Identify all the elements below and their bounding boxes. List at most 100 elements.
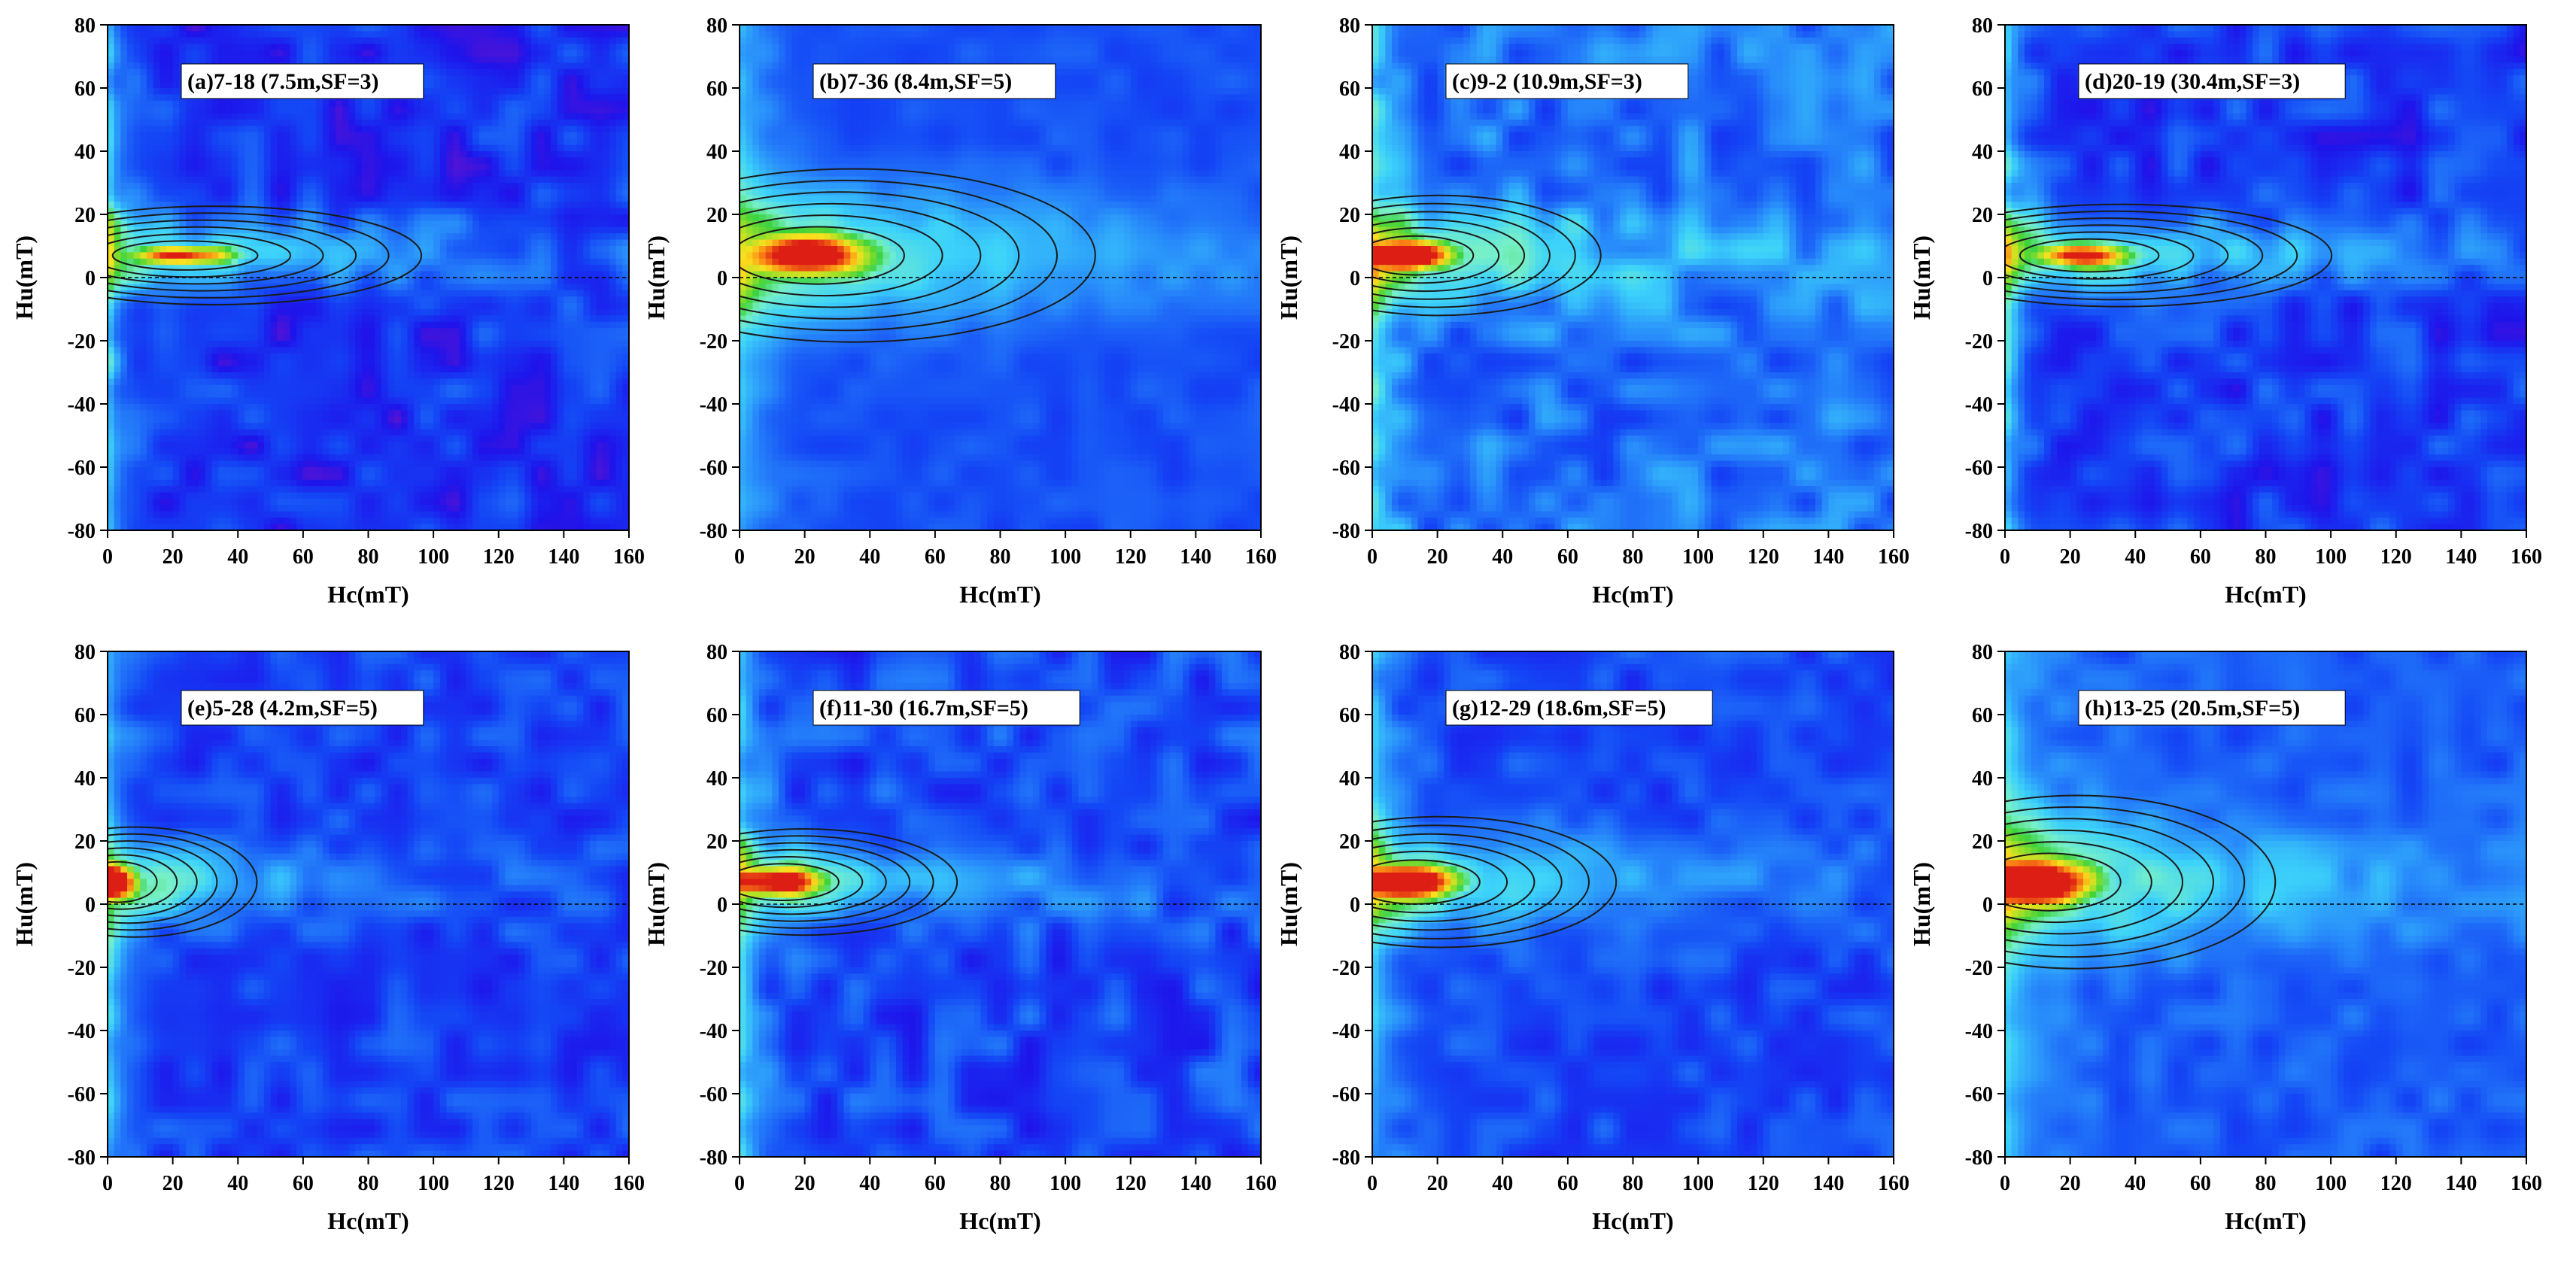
y-tick-label: 0: [717, 267, 728, 290]
x-tick-label: 20: [794, 545, 816, 569]
x-tick-label: 100: [1682, 1172, 1714, 1195]
y-tick-label: -80: [68, 1146, 96, 1170]
y-tick-label: 80: [706, 641, 728, 664]
y-tick-label: 40: [74, 141, 96, 164]
y-axis-label: Hu(mT): [642, 862, 670, 946]
y-tick-label: 0: [717, 894, 728, 917]
panel-label: (h)13-25 (20.5m,SF=5): [2085, 696, 2300, 721]
y-tick-label: 0: [1350, 267, 1360, 290]
y-tick-label: 20: [74, 830, 96, 854]
x-tick-label: 0: [734, 545, 745, 569]
x-tick-label: 80: [990, 545, 1011, 569]
y-tick-label: -40: [68, 393, 96, 417]
x-tick-label: 80: [358, 545, 379, 569]
x-tick-label: 160: [2511, 545, 2542, 569]
forc-contours: [2005, 203, 2333, 308]
y-tick-label: 0: [85, 894, 96, 917]
panel-label-box: [181, 690, 424, 726]
y-tick-label: 80: [74, 641, 96, 664]
x-tick-label: 60: [1557, 545, 1578, 569]
x-tick-label: 160: [1245, 1172, 1277, 1195]
y-tick-label: -40: [700, 1020, 728, 1043]
y-tick-label: 40: [1972, 767, 1993, 791]
x-tick-label: 20: [1427, 1172, 1448, 1195]
x-tick-label: 80: [1623, 1172, 1644, 1195]
y-tick-label: -40: [68, 1020, 96, 1043]
y-tick-label: -80: [1332, 520, 1360, 543]
x-tick-label: 0: [2000, 545, 2010, 569]
y-tick-label: -60: [1965, 1083, 1993, 1106]
y-tick-label: 40: [706, 141, 728, 164]
x-tick-label: 40: [1492, 545, 1513, 569]
forc-contours: [1372, 815, 1618, 949]
x-axis-label: Hc(mT): [959, 581, 1040, 608]
y-tick-label: 60: [1972, 77, 1993, 101]
x-tick-label: 120: [483, 545, 515, 569]
x-tick-label: 40: [2125, 1172, 2146, 1195]
y-tick-label: -60: [68, 1083, 96, 1106]
y-tick-label: 60: [1972, 704, 1993, 727]
y-tick-label: -60: [68, 457, 96, 480]
y-tick-label: 60: [74, 77, 96, 101]
x-axis-label: Hc(mT): [959, 1207, 1040, 1234]
y-tick-label: 60: [1339, 77, 1360, 101]
x-tick-label: 20: [2060, 545, 2081, 569]
y-tick-label: -60: [1332, 1083, 1360, 1106]
forc-contours: [1372, 194, 1602, 317]
y-tick-label: -60: [1965, 457, 1993, 480]
x-tick-label: 100: [1050, 545, 1081, 569]
forc-density-map: [2005, 25, 2527, 531]
y-tick-label: 40: [1339, 767, 1360, 791]
x-tick-label: 20: [163, 1172, 184, 1195]
x-tick-label: 100: [418, 1172, 449, 1195]
y-tick-label: 40: [1972, 141, 1993, 164]
panel-label: (a)7-18 (7.5m,SF=3): [187, 69, 379, 94]
y-tick-label: 20: [1339, 830, 1360, 854]
y-tick-label: 0: [1350, 894, 1360, 917]
panel-label: (e)5-28 (4.2m,SF=5): [187, 696, 378, 721]
x-tick-label: 80: [358, 1172, 379, 1195]
x-tick-label: 60: [1557, 1172, 1578, 1195]
y-tick-label: 20: [706, 204, 728, 227]
x-axis-label: Hc(mT): [327, 1207, 409, 1234]
x-tick-label: 0: [1367, 1172, 1378, 1195]
x-tick-label: 160: [1878, 545, 1909, 569]
forc-panel-c: 0 20 40 60 80 100 120 140 160 -80 -60 -40 -20 0 20 40 60…: [1275, 14, 1909, 608]
x-axis-label: Hc(mT): [2225, 1207, 2306, 1234]
panel-label: (c)9-2 (10.9m,SF=3): [1452, 69, 1642, 94]
x-axis-label: Hc(mT): [1592, 581, 1673, 608]
x-tick-label: 20: [163, 545, 184, 569]
x-tick-label: 0: [102, 1172, 113, 1195]
forc-density-map: [1372, 25, 1894, 531]
y-tick-label: -40: [1965, 1020, 1993, 1043]
y-tick-label: -20: [68, 330, 96, 354]
x-axis-label: Hc(mT): [1592, 1207, 1673, 1234]
y-tick-label: -80: [1332, 1146, 1360, 1170]
y-tick-label: -20: [700, 957, 728, 980]
panel-label: (b)7-36 (8.4m,SF=5): [819, 69, 1012, 94]
x-tick-label: 0: [2000, 1172, 2010, 1195]
x-tick-label: 140: [2445, 1172, 2477, 1195]
forc-contours: [108, 205, 423, 306]
y-tick-label: 60: [706, 704, 728, 727]
x-tick-label: 40: [227, 1172, 248, 1195]
panel-label-box: [813, 690, 1080, 726]
x-tick-label: 60: [293, 545, 314, 569]
y-tick-label: -80: [68, 520, 96, 543]
x-tick-label: 40: [859, 1172, 880, 1195]
y-tick-label: -80: [1965, 1146, 1993, 1170]
y-tick-label: -60: [700, 1083, 728, 1106]
y-tick-label: -60: [700, 457, 728, 480]
y-tick-label: -20: [1332, 330, 1360, 354]
x-axis-label: Hc(mT): [327, 581, 409, 608]
forc-panel-h: 0 20 40 60 80 100 120 140 160 -80 -60 -40 -20 0 20 40 60…: [1908, 641, 2542, 1234]
x-tick-label: 80: [2256, 545, 2277, 569]
y-axis-label: Hu(mT): [642, 235, 670, 320]
panel-label-box: [1445, 63, 1689, 99]
y-tick-label: 40: [706, 767, 728, 791]
y-axis-label: Hu(mT): [1275, 235, 1302, 320]
x-tick-label: 140: [1180, 1172, 1211, 1195]
y-tick-label: 0: [1982, 894, 1993, 917]
x-tick-label: 160: [1245, 545, 1277, 569]
forc-panel-a: 0 20 40 60 80 100 120 140 160 -80 -60 -40 -20 0 20 40 60…: [11, 14, 645, 608]
